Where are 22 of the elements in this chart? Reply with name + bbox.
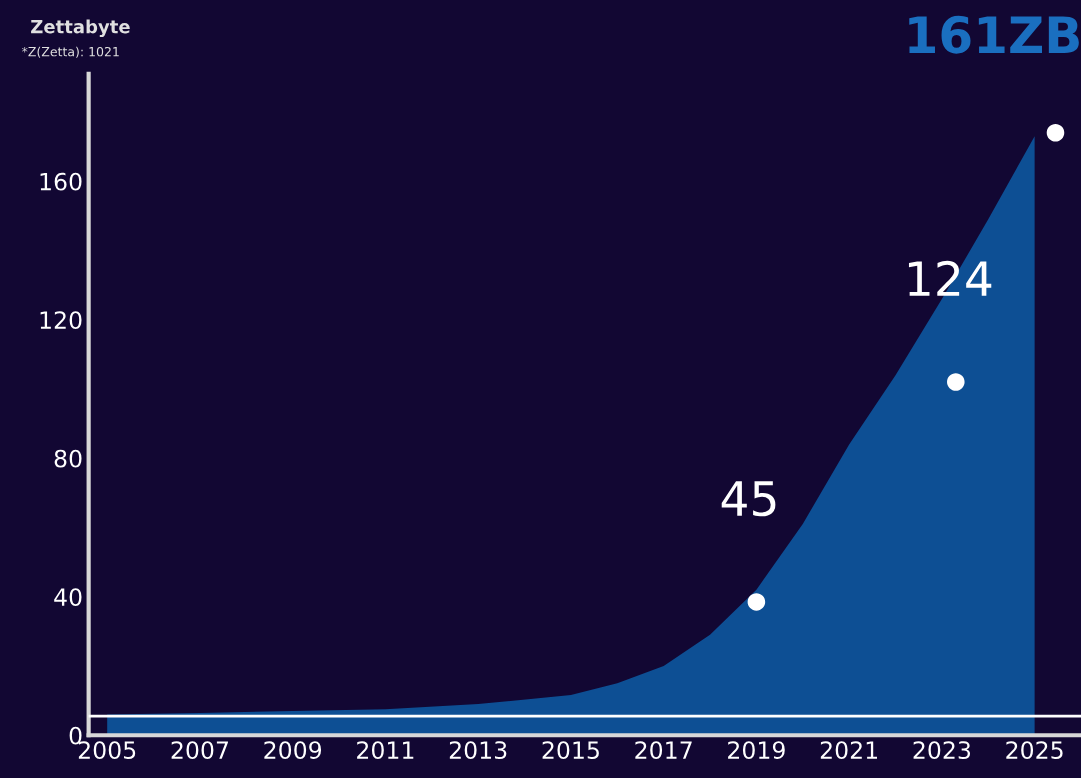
x-tick-label: 2019 [728,741,785,760]
chart-subtitle: *Z(Zetta): 1021 [21,46,119,58]
point [747,593,766,611]
chart-title: Zettabyte [31,19,130,38]
x-tick-label: 2021 [820,741,877,760]
y-tick-label: 40 [54,588,82,607]
point [947,373,965,391]
y-tick-label: 80 [54,449,82,468]
annotation: 124 [908,260,992,296]
x-tick-label: 2025 [1006,741,1063,760]
x-tick-label: 2017 [635,741,692,760]
y-tick-label: 120 [40,311,82,330]
point [1046,123,1065,142]
x-tick-label: 2007 [171,741,228,760]
x-tick-label: 2023 [913,741,971,760]
x-tick-label: 2009 [264,741,322,760]
annotation: 45 [721,481,776,517]
text: 161ZB [909,15,1079,54]
x-tick-label: 2015 [542,741,599,760]
x-tick-label: 2011 [357,741,414,760]
x-tick-label: 2013 [449,741,507,760]
y-tick-label: 160 [40,172,82,191]
